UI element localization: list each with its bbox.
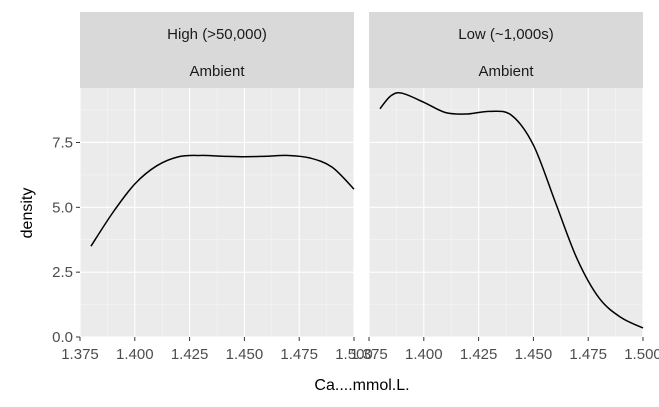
y-tick-label: 2.5 bbox=[52, 264, 73, 281]
x-tick-label: 1.500 bbox=[335, 346, 373, 363]
x-tick-label: 1.500 bbox=[624, 346, 659, 363]
x-tick-label: 1.450 bbox=[226, 346, 264, 363]
strip-label-row-2: Ambient bbox=[478, 63, 534, 80]
x-tick-label: 1.475 bbox=[280, 346, 318, 363]
x-tick-label: 1.475 bbox=[569, 346, 607, 363]
x-tick-label: 1.400 bbox=[405, 346, 443, 363]
x-tick-label: 1.450 bbox=[515, 346, 553, 363]
x-tick-label: 1.375 bbox=[61, 346, 99, 363]
x-tick-label: 1.400 bbox=[116, 346, 154, 363]
strip-background bbox=[369, 12, 643, 88]
strip-label-row-2: Ambient bbox=[189, 63, 245, 80]
y-tick-label: 0.0 bbox=[52, 329, 73, 346]
y-axis-title: density bbox=[19, 188, 36, 239]
facet-panel-1: High (>50,000) Ambient 1.375 1.400 1.425 1.45… bbox=[52, 12, 373, 363]
strip-background bbox=[80, 12, 354, 88]
x-axis-title: Ca....mmol.L. bbox=[314, 377, 409, 394]
y-tick-label: 7.5 bbox=[52, 134, 73, 151]
x-tick-label: 1.425 bbox=[171, 346, 209, 363]
panels-layer: High (>50,000) Ambient 1.375 1.400 1.425 1.45… bbox=[52, 12, 659, 363]
strip-label-row-1: High (>50,000) bbox=[167, 26, 267, 43]
x-tick-label: 1.425 bbox=[460, 346, 498, 363]
density-curve bbox=[90, 154, 355, 247]
facet-panel-2: Low (~1,000s) Ambient 1.375 1.400 1.425 1.450… bbox=[350, 12, 659, 363]
density-curve bbox=[379, 92, 644, 329]
strip-label-row-1: Low (~1,000s) bbox=[458, 26, 553, 43]
y-tick-label: 5.0 bbox=[52, 199, 73, 216]
x-tick-label: 1.375 bbox=[350, 346, 388, 363]
